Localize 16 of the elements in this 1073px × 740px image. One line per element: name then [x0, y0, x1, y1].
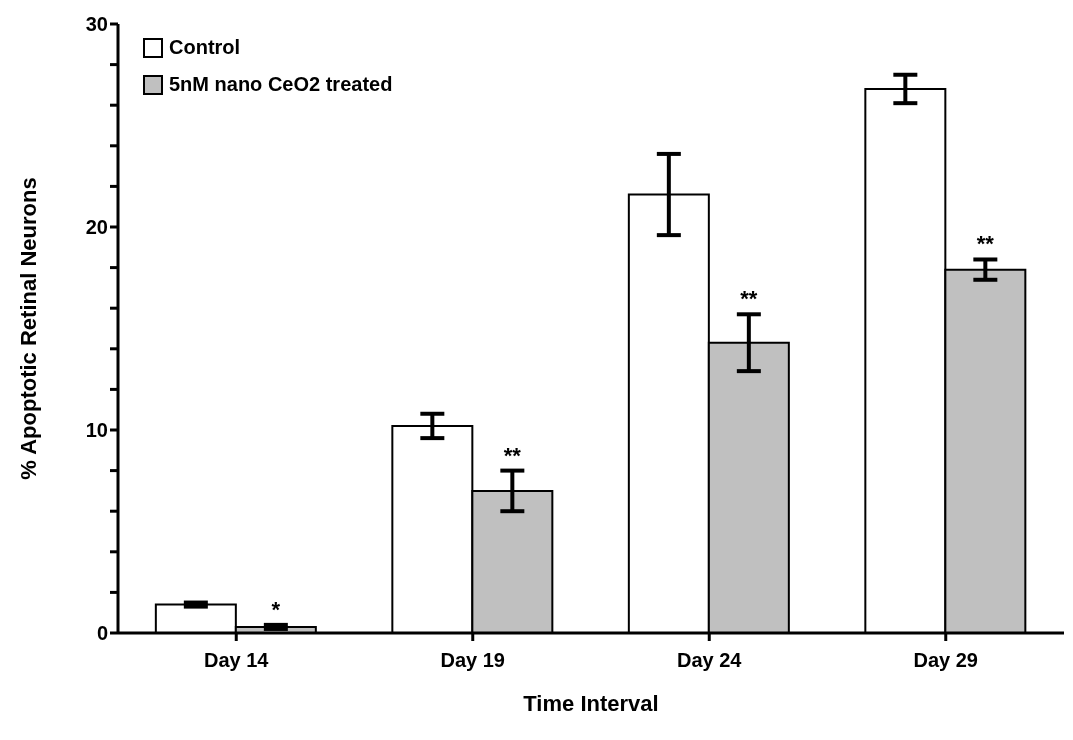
x-tick-label: Day 29 — [913, 649, 978, 672]
x-axis-title: Time Interval — [523, 691, 659, 716]
y-tick-label: 10 — [85, 419, 108, 442]
annotation: ** — [503, 442, 522, 468]
annotation: ** — [740, 286, 758, 312]
annotation: ** — [976, 231, 995, 257]
x-tick-label: Day 14 — [204, 649, 270, 672]
y-tick-label: 20 — [85, 216, 108, 239]
y-tick-label: 30 — [85, 13, 108, 36]
legend-label: Control — [169, 36, 241, 59]
x-tick-label: Day 19 — [440, 649, 505, 672]
x-tick-label: Day 24 — [677, 649, 743, 672]
y-tick-label: 0 — [96, 622, 108, 645]
y-axis-title: % Apoptotic Retinal Neurons — [15, 177, 41, 480]
annotation: * — [271, 596, 281, 622]
legend-label: 5nM nano CeO2 treated — [169, 73, 393, 96]
